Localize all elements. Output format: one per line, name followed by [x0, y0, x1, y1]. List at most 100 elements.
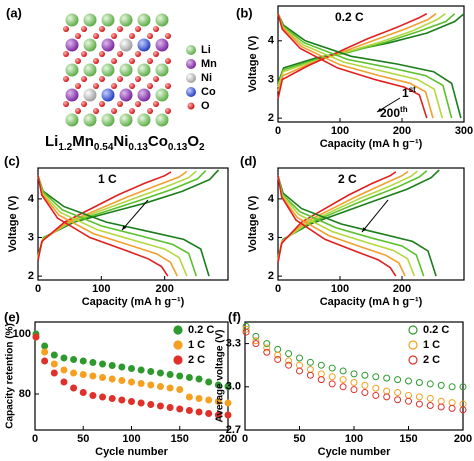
panel-label: (f)	[228, 309, 241, 324]
data-point	[50, 369, 58, 377]
legend-marker	[186, 59, 196, 69]
data-point	[166, 384, 174, 392]
data-point	[99, 360, 107, 368]
oxygen-atom	[111, 108, 117, 114]
data-point	[361, 371, 369, 379]
y-tick-label: 4	[28, 193, 35, 205]
annotation-text: 0.2 C	[335, 10, 364, 24]
data-point	[415, 400, 423, 408]
data-point	[89, 392, 97, 399]
oxygen-atom	[111, 58, 117, 64]
data-point	[156, 369, 164, 377]
data-point	[415, 393, 423, 401]
y-tick-label: 2.7	[226, 424, 241, 436]
atom	[155, 63, 169, 77]
y-tick-label: 3.0	[226, 381, 241, 393]
data-point	[108, 375, 116, 383]
oxygen-atom	[129, 83, 135, 89]
annotation: 0.2 C	[335, 10, 364, 24]
x-tick-label: 0	[35, 283, 41, 295]
legend-label: 0.2 C	[188, 324, 214, 336]
arrow-head	[377, 107, 382, 112]
data-point	[185, 374, 193, 381]
x-tick-label: 100	[345, 433, 363, 445]
voltage-curve	[277, 175, 416, 277]
legend-marker	[186, 73, 196, 83]
voltage-curve	[37, 175, 198, 277]
data-point	[70, 356, 78, 363]
y-tick-label: 3	[28, 231, 34, 243]
data-point	[285, 357, 293, 365]
data-point	[405, 397, 412, 405]
data-point	[147, 401, 155, 408]
y-axis-label: Voltage (V)	[247, 195, 259, 252]
oxygen-atom	[99, 101, 105, 107]
x-tick-label: 100	[331, 283, 349, 295]
data-point	[166, 404, 174, 411]
x-tick-label: 0	[242, 433, 248, 445]
legend-label: Mn	[201, 58, 217, 70]
voltage-curve	[277, 12, 428, 99]
oxygen-atom	[63, 26, 69, 32]
atom	[137, 63, 151, 77]
data-point	[195, 395, 203, 402]
x-tick-label: 200	[393, 283, 411, 295]
annotation-text: 1 C	[98, 172, 117, 186]
formula-element: Ni	[113, 133, 128, 150]
voltage-curve	[37, 175, 210, 277]
data-point	[108, 362, 116, 369]
data-point	[394, 376, 402, 384]
voltage-curve	[277, 175, 397, 277]
oxygen-atom	[75, 58, 81, 64]
data-point	[41, 342, 49, 350]
data-point	[137, 399, 145, 407]
oxygen-atom	[81, 51, 87, 57]
data-point	[339, 383, 347, 391]
x-tick-label: 200	[155, 283, 173, 295]
oxygen-atom	[63, 101, 69, 107]
y-axis-label: Average voltage (V)	[215, 330, 226, 423]
data-point	[426, 394, 434, 402]
data-point	[176, 386, 184, 393]
oxygen-atom	[99, 51, 105, 57]
data-point	[195, 375, 203, 383]
data-point	[118, 377, 126, 384]
data-point	[285, 350, 293, 358]
data-point	[128, 378, 135, 386]
data-point	[437, 403, 445, 411]
data-point	[60, 366, 68, 374]
data-point	[372, 384, 380, 392]
oxygen-atom	[147, 33, 153, 39]
annotation: 1st	[402, 85, 416, 101]
oxygen-atom	[165, 58, 171, 64]
data-point	[252, 332, 260, 340]
legend-marker	[187, 102, 195, 110]
data-point	[394, 389, 402, 397]
voltage-curve	[37, 175, 188, 277]
oxygen-atom	[111, 83, 117, 89]
legend-marker	[408, 355, 418, 365]
data-point	[383, 387, 391, 395]
legend-marker	[186, 87, 196, 97]
oxygen-atom	[93, 83, 99, 89]
oxygen-atom	[135, 76, 141, 82]
x-axis-label: Cycle number	[318, 446, 391, 458]
legend-marker	[186, 45, 196, 55]
formula-subscript: 0.13	[168, 142, 188, 153]
oxygen-atom	[117, 51, 123, 57]
annotation-text: 1	[402, 86, 409, 100]
atom	[119, 63, 133, 77]
oxygen-atom	[165, 33, 171, 39]
data-point	[306, 371, 314, 379]
voltage-curve	[277, 13, 462, 119]
data-point	[128, 365, 135, 372]
data-point	[137, 380, 145, 387]
atom	[101, 88, 115, 102]
data-point	[252, 340, 260, 348]
oxygen-atom	[81, 101, 87, 107]
formula-element: Co	[148, 133, 168, 150]
atom	[119, 113, 133, 127]
data-point	[252, 337, 260, 345]
arrow	[361, 199, 389, 233]
